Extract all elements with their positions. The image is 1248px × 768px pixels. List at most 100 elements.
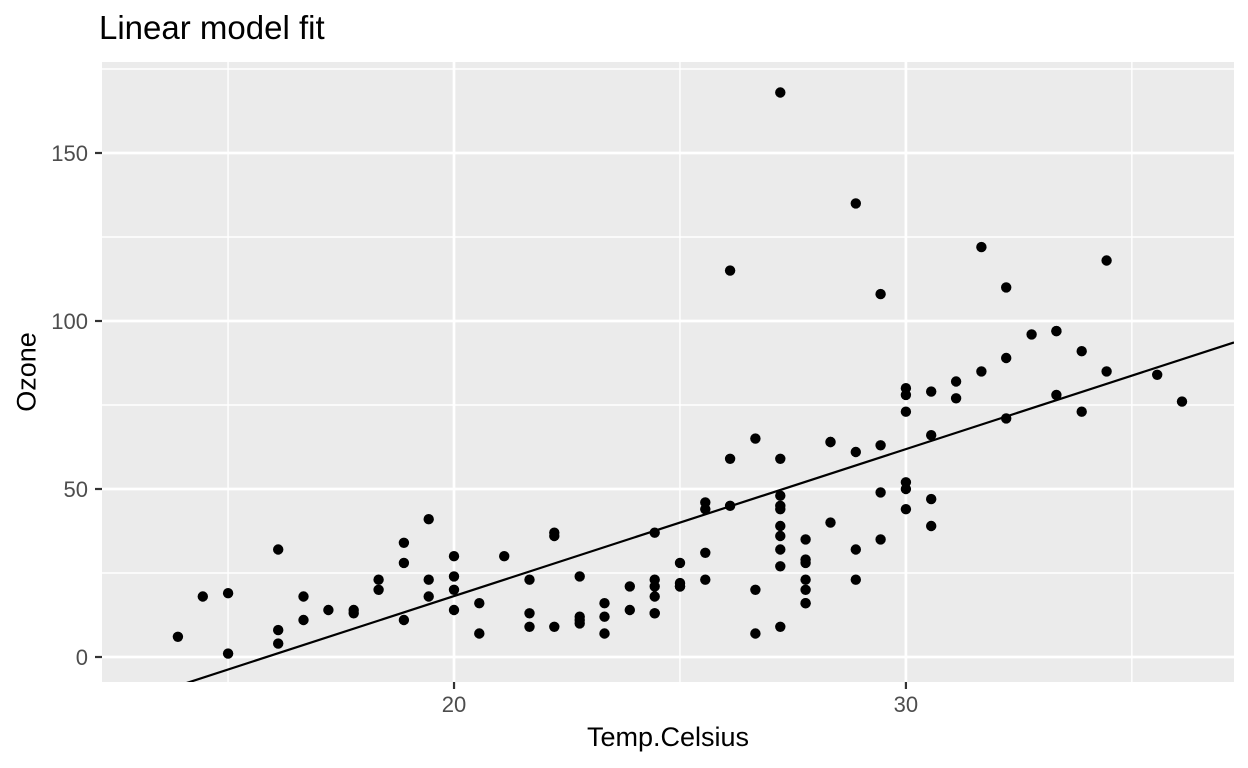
x-tick-label: 30 bbox=[894, 692, 918, 717]
data-point bbox=[1051, 389, 1062, 401]
data-point bbox=[599, 611, 610, 622]
data-point bbox=[800, 534, 811, 545]
data-point bbox=[976, 366, 987, 377]
data-point bbox=[373, 574, 384, 585]
data-point bbox=[549, 527, 560, 538]
data-point bbox=[800, 557, 811, 569]
data-point bbox=[373, 584, 384, 595]
data-point bbox=[448, 571, 460, 582]
data-point bbox=[900, 483, 912, 495]
data-point bbox=[524, 574, 535, 585]
data-point bbox=[875, 288, 886, 300]
data-point bbox=[750, 628, 761, 639]
data-point bbox=[800, 584, 811, 595]
data-point bbox=[298, 591, 309, 602]
data-point bbox=[775, 520, 786, 532]
data-point bbox=[700, 497, 711, 508]
data-point bbox=[775, 544, 786, 555]
data-point bbox=[1176, 396, 1188, 407]
data-point bbox=[474, 628, 485, 639]
data-point bbox=[423, 514, 434, 525]
data-point bbox=[524, 608, 535, 619]
data-point bbox=[674, 557, 686, 569]
data-point bbox=[750, 584, 761, 595]
data-point bbox=[273, 638, 284, 649]
data-point bbox=[197, 591, 208, 602]
x-tick-label: 20 bbox=[442, 692, 466, 717]
data-point bbox=[700, 547, 711, 558]
data-point bbox=[1001, 352, 1012, 364]
data-point bbox=[398, 537, 410, 548]
data-point bbox=[172, 631, 184, 642]
data-point bbox=[649, 591, 660, 602]
y-axis-title: Ozone bbox=[11, 332, 42, 412]
data-point bbox=[273, 624, 284, 636]
data-point bbox=[423, 574, 434, 585]
data-point bbox=[599, 598, 610, 609]
data-point bbox=[1152, 369, 1163, 380]
data-point bbox=[624, 604, 635, 616]
data-point bbox=[775, 504, 786, 515]
data-point bbox=[398, 614, 410, 626]
plot-panel bbox=[102, 62, 1234, 682]
data-point bbox=[624, 581, 635, 592]
data-point bbox=[222, 588, 234, 599]
data-point bbox=[900, 406, 912, 417]
data-point bbox=[900, 504, 912, 515]
data-point bbox=[323, 604, 334, 616]
data-point bbox=[1076, 406, 1087, 417]
data-point bbox=[273, 544, 284, 555]
data-point bbox=[926, 386, 937, 397]
data-point bbox=[775, 621, 786, 632]
data-point bbox=[298, 614, 309, 626]
data-point bbox=[599, 628, 610, 639]
data-point bbox=[950, 393, 962, 404]
data-point bbox=[1051, 325, 1062, 337]
data-point bbox=[800, 598, 811, 609]
data-point bbox=[875, 440, 886, 451]
data-point bbox=[1101, 366, 1112, 377]
data-point bbox=[775, 561, 786, 572]
data-point bbox=[724, 453, 736, 464]
data-point bbox=[850, 574, 861, 585]
data-point bbox=[674, 581, 686, 592]
data-point bbox=[574, 571, 585, 582]
data-point bbox=[398, 557, 410, 569]
y-tick-label: 100 bbox=[51, 309, 88, 334]
data-point bbox=[775, 87, 786, 98]
data-point bbox=[649, 581, 660, 592]
data-point bbox=[724, 265, 736, 276]
data-point bbox=[700, 574, 711, 585]
data-point bbox=[875, 487, 886, 498]
data-point bbox=[825, 436, 836, 448]
data-point bbox=[750, 433, 761, 444]
data-point bbox=[850, 446, 861, 458]
data-point bbox=[474, 598, 485, 609]
data-point bbox=[574, 618, 585, 629]
data-point bbox=[1026, 329, 1037, 340]
data-point bbox=[825, 517, 836, 528]
y-tick-label: 150 bbox=[51, 141, 88, 166]
y-tick-label: 50 bbox=[64, 477, 88, 502]
data-point bbox=[448, 551, 460, 562]
fit-line bbox=[186, 341, 1234, 682]
data-point bbox=[800, 574, 811, 585]
data-point bbox=[1001, 282, 1012, 293]
data-point bbox=[926, 520, 937, 532]
data-point bbox=[775, 530, 786, 542]
data-point bbox=[448, 584, 460, 595]
plot-title: Linear model fit bbox=[99, 9, 325, 46]
data-point bbox=[875, 534, 886, 545]
data-point bbox=[348, 608, 359, 619]
data-point bbox=[926, 430, 937, 441]
data-point bbox=[900, 389, 912, 401]
data-point bbox=[775, 453, 786, 464]
data-point bbox=[926, 493, 937, 505]
data-point bbox=[649, 608, 660, 619]
data-point bbox=[222, 648, 234, 659]
data-point bbox=[976, 241, 987, 253]
data-point bbox=[1076, 346, 1087, 357]
y-tick-label: 0 bbox=[76, 645, 88, 670]
